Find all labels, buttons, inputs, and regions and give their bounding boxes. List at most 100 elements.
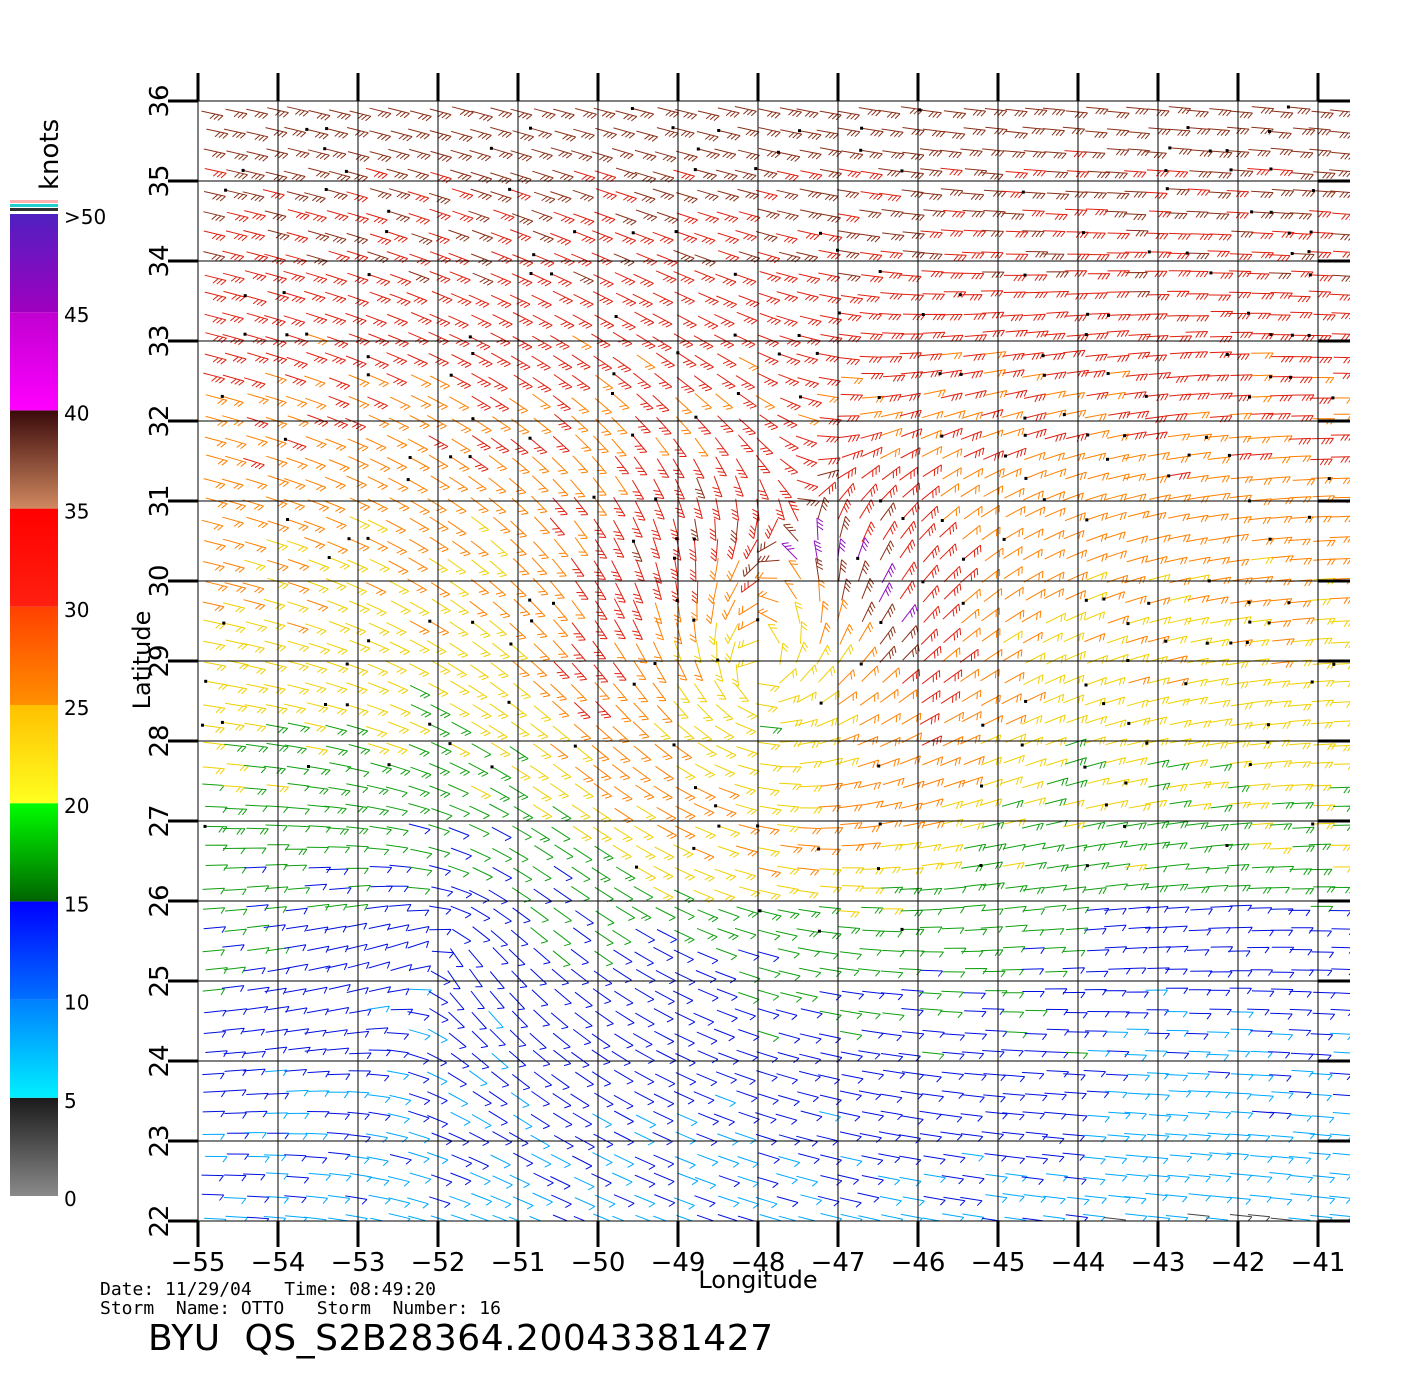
- wind-barb: [430, 1174, 453, 1187]
- wind-barb: [613, 537, 625, 558]
- wind-barb: [1271, 802, 1295, 809]
- wind-barb: [533, 516, 550, 535]
- wind-barb: [1208, 1174, 1232, 1183]
- wind-barb: [960, 668, 980, 682]
- wind-barb: [1332, 397, 1350, 404]
- wind-barb: [530, 968, 547, 986]
- wind-barb: [512, 312, 533, 326]
- wind-barb: [429, 271, 451, 284]
- wind-barb: [921, 798, 944, 807]
- wind-barb: [1249, 498, 1272, 506]
- wind-barb: [490, 126, 512, 138]
- lat-tick-label: 27: [145, 804, 175, 837]
- wind-barb: [1166, 906, 1190, 914]
- wind-barb: [346, 232, 368, 245]
- wind-barb: [593, 107, 616, 119]
- wind-barb: [571, 885, 590, 902]
- wind-barb: [203, 372, 226, 384]
- wind-barb: [922, 756, 944, 766]
- wind-barb: [349, 1173, 373, 1183]
- wind-barb: [799, 1070, 821, 1082]
- wind-barb: [1128, 313, 1151, 321]
- wind-barb: [1329, 910, 1350, 917]
- wind-barb: [205, 332, 227, 343]
- wind-barb: [593, 560, 606, 580]
- lat-tick-label: 28: [145, 724, 175, 757]
- rain-flag: [1185, 251, 1189, 255]
- wind-barb: [734, 1132, 757, 1145]
- wind-barb: [1167, 698, 1190, 707]
- wind-barb: [1046, 1051, 1069, 1059]
- wind-barb: [697, 1153, 719, 1167]
- wind-barb: [1249, 907, 1273, 914]
- wind-barb: [694, 659, 704, 682]
- wind-barb: [472, 867, 493, 881]
- wind-barb: [245, 295, 267, 307]
- wind-barb: [613, 1069, 634, 1085]
- wind-barb: [325, 273, 348, 286]
- wind-barb: [593, 764, 612, 781]
- wind-barb: [1251, 412, 1274, 420]
- wind-barb: [982, 1050, 1005, 1058]
- wind-barb: [880, 801, 903, 810]
- wind-barb: [349, 497, 371, 511]
- wind-barb: [672, 127, 695, 138]
- wind-barb: [756, 1176, 779, 1189]
- wind-barb: [1024, 451, 1046, 461]
- rain-flag: [1269, 333, 1273, 337]
- wind-barb: [224, 455, 247, 467]
- wind-barb: [305, 312, 328, 325]
- wind-barb: [1331, 968, 1350, 976]
- wind-barb: [1105, 1173, 1128, 1182]
- wind-barb: [283, 292, 306, 304]
- rain-flag: [529, 126, 532, 130]
- wind-barb: [449, 703, 470, 718]
- wind-barb: [243, 457, 265, 470]
- wind-barb: [1168, 1090, 1192, 1098]
- wind-barb: [1084, 1134, 1107, 1143]
- wind-barb: [633, 232, 655, 245]
- wind-barb: [1269, 620, 1292, 628]
- wind-barb: [1125, 595, 1147, 604]
- wind-barb: [1104, 908, 1127, 915]
- wind-barb: [408, 148, 431, 160]
- wind-barb: [1003, 527, 1024, 540]
- wind-barb: [305, 272, 328, 284]
- wind-barb: [367, 396, 388, 410]
- rain-flag: [1208, 149, 1212, 153]
- wind-barb: [346, 475, 367, 489]
- wind-barb: [964, 883, 987, 891]
- wind-barb: [653, 865, 674, 880]
- wind-barb: [1044, 507, 1066, 518]
- wind-barb: [226, 211, 249, 223]
- wind-barb: [431, 950, 455, 959]
- wind-barb: [1064, 650, 1086, 661]
- wind-barb: [1087, 429, 1110, 438]
- wind-barb: [707, 582, 718, 605]
- wind-barb: [223, 1197, 247, 1205]
- wind-barb: [349, 516, 370, 530]
- rain-flag: [1309, 230, 1313, 234]
- wind-barb: [755, 1133, 778, 1146]
- rain-flag: [817, 929, 821, 933]
- wind-barb: [777, 865, 800, 876]
- wind-barb: [470, 906, 491, 922]
- wind-barb: [1128, 803, 1151, 812]
- rain-flag: [901, 517, 905, 520]
- wind-barb: [634, 560, 645, 582]
- wind-barb: [767, 623, 780, 644]
- wind-barb: [368, 622, 390, 637]
- wind-barb: [202, 1072, 225, 1080]
- wind-barb: [1166, 1051, 1190, 1060]
- wind-barb: [939, 521, 957, 538]
- wind-barb: [1021, 929, 1045, 936]
- wind-barb: [203, 640, 226, 651]
- wind-barb: [795, 435, 818, 448]
- wind-barb: [1291, 415, 1314, 422]
- wind-barb: [636, 393, 654, 411]
- wind-barb: [531, 355, 551, 371]
- wind-barb: [1105, 1073, 1129, 1082]
- wind-barb: [818, 848, 841, 856]
- wind-barb: [1003, 546, 1023, 559]
- wind-barb: [1041, 928, 1065, 935]
